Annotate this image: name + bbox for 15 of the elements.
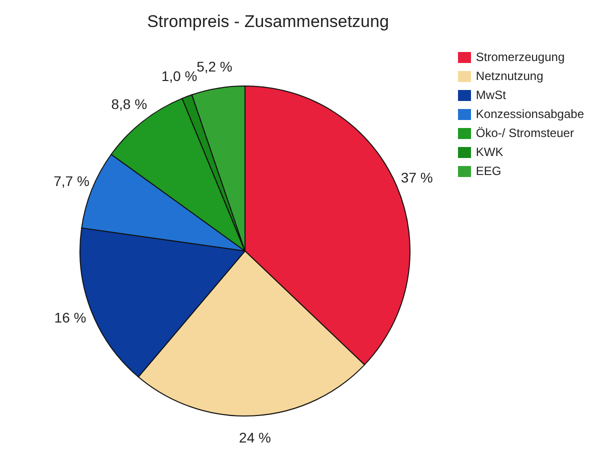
chart-title: Strompreis - Zusammensetzung <box>146 12 390 32</box>
legend-label: Konzessionsabgabe <box>474 106 584 123</box>
data-label: 7,7 % <box>54 173 90 190</box>
data-label: 24 % <box>239 430 271 446</box>
legend-label: Öko-/ Stromsteuer <box>474 125 575 142</box>
data-label: 1,0 % <box>161 68 198 84</box>
data-label: 16 % <box>54 310 86 326</box>
data-label: 8,8 % <box>111 96 148 112</box>
legend-label: MwSt <box>474 87 507 104</box>
legend-label: KWK <box>474 144 504 161</box>
legend-label: EEG <box>474 163 502 180</box>
legend-label: Netznutzung <box>474 68 544 85</box>
legend-label: Stromerzeugung <box>474 49 566 66</box>
data-label: 5,2 % <box>196 58 232 75</box>
data-label: 37 % <box>400 169 433 186</box>
